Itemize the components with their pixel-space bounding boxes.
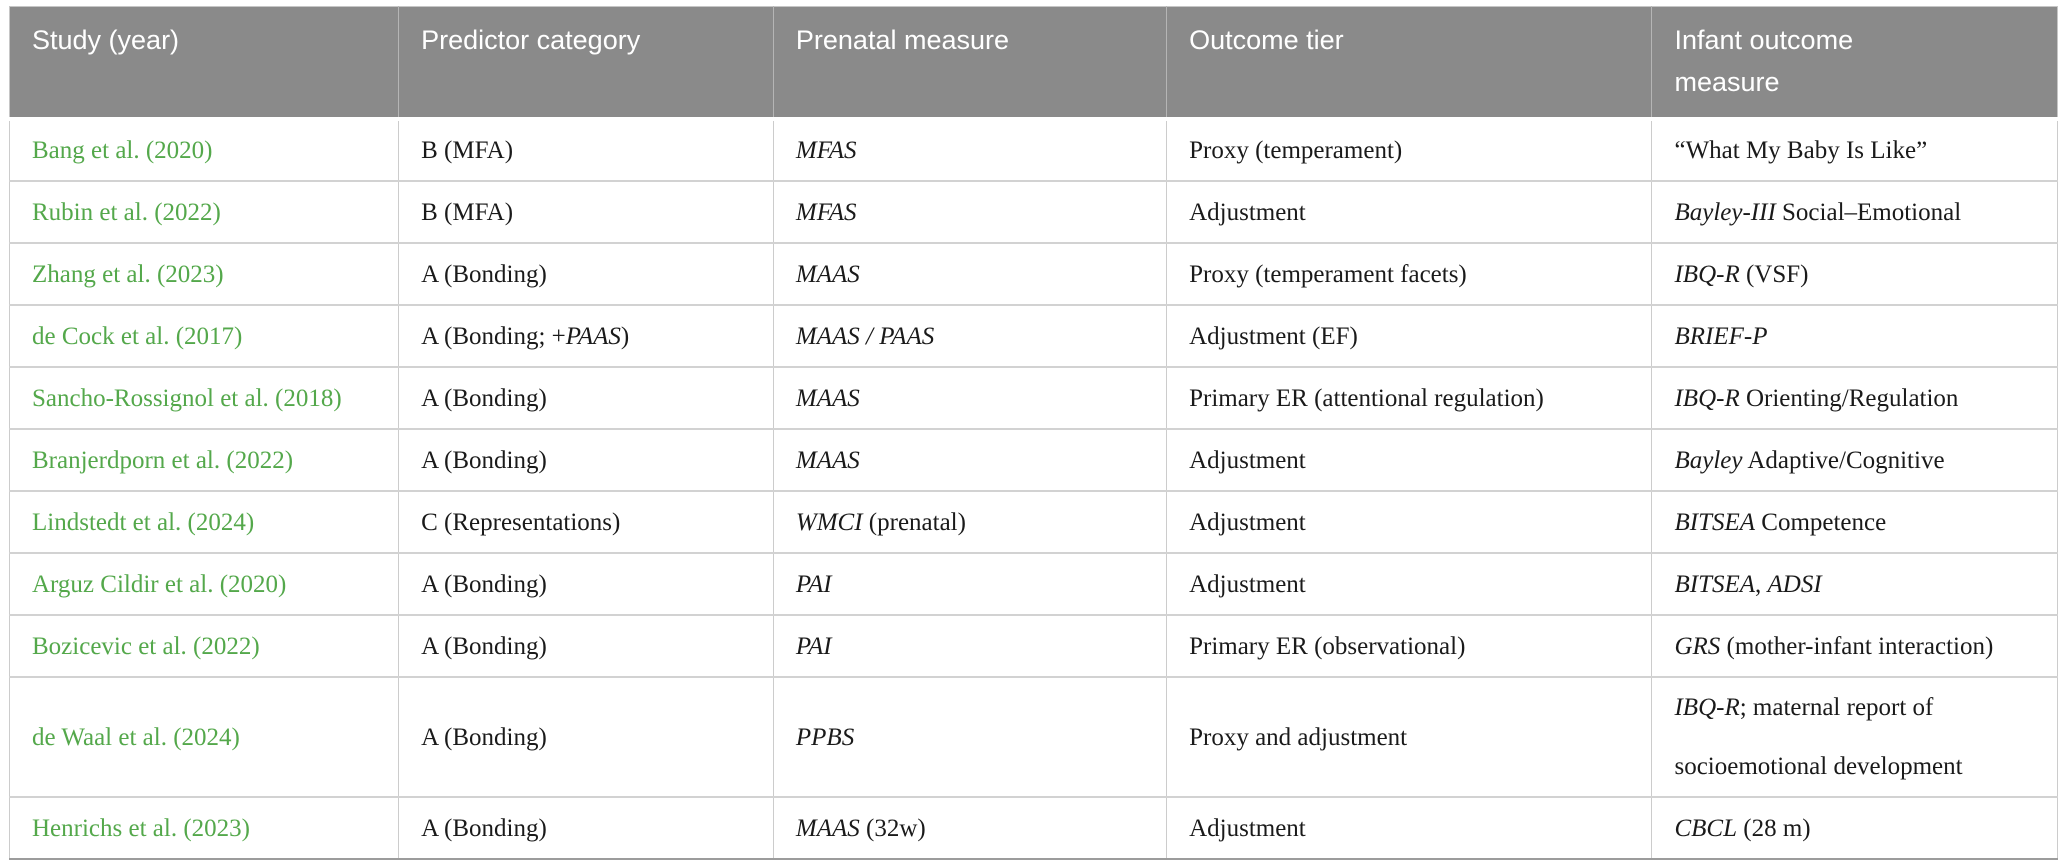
outcome-tier-cell: Primary ER (attentional regulation)	[1166, 366, 1653, 430]
infant-outcome-measure-cell: “What My Baby Is Like”	[1651, 118, 2058, 182]
column-header-label: Predictor category	[421, 25, 641, 55]
predictor-category-cell: A (Bonding)	[398, 552, 774, 616]
infant-outcome-measure-cell: IBQ-R (VSF)	[1651, 242, 2058, 306]
study-outcomes-table: Study (year) Predictor category Prenatal m…	[8, 6, 2058, 860]
outcome-tier-cell: Proxy and adjustment	[1166, 676, 1653, 798]
table-row: Sancho-Rossignol et al. (2018) A (Bonding…	[8, 366, 2058, 430]
predictor-category-cell: B (MFA)	[398, 180, 774, 244]
table-row: Lindstedt et al. (2024) C (Representation…	[8, 490, 2058, 554]
outcome-tier-cell: Primary ER (observational)	[1166, 614, 1653, 678]
infant-outcome-measure-cell: BITSEA, ADSI	[1651, 552, 2058, 616]
table-body: Bang et al. (2020) B (MFA) MFAS Proxy (temp…	[8, 118, 2058, 859]
table-row: Bozicevic et al. (2022) A (Bonding) PAI Pri…	[8, 614, 2058, 678]
prenatal-measure-cell: MAAS	[772, 242, 1168, 306]
predictor-category-cell: A (Bonding; +PAAS)	[398, 304, 774, 368]
study-citation-link[interactable]: Rubin et al. (2022)	[8, 180, 400, 244]
study-citation-link[interactable]: Bozicevic et al. (2022)	[8, 614, 400, 678]
column-header-label: Prenatal measure	[795, 25, 1010, 55]
column-header-study: Study (year)	[9, 6, 399, 121]
infant-outcome-measure-cell: IBQ-R; maternal report of socioemotional…	[1651, 676, 2058, 798]
outcome-tier-cell: Adjustment	[1166, 552, 1653, 616]
study-citation-link[interactable]: Sancho-Rossignol et al. (2018)	[8, 366, 400, 430]
infant-outcome-measure-cell: Bayley Adaptive/Cognitive	[1651, 428, 2058, 492]
prenatal-measure-cell: MAAS (32w)	[772, 796, 1168, 859]
infant-outcome-measure-cell: BITSEA Competence	[1651, 490, 2058, 554]
study-citation-link[interactable]: Lindstedt et al. (2024)	[8, 490, 400, 554]
table-row: de Cock et al. (2017) A (Bonding; +PAAS) M…	[8, 304, 2058, 368]
outcome-tier-cell: Adjustment	[1166, 796, 1653, 859]
header-row: Study (year) Predictor category Prenatal m…	[9, 6, 2058, 121]
prenatal-measure-cell: PAI	[772, 552, 1168, 616]
predictor-category-cell: C (Representations)	[398, 490, 774, 554]
prenatal-measure-cell: MAAS / PAAS	[772, 304, 1168, 368]
prenatal-measure-cell: MFAS	[772, 180, 1168, 244]
study-citation-link[interactable]: Henrichs et al. (2023)	[8, 796, 400, 859]
column-header-prenatal: Prenatal measure	[772, 6, 1167, 121]
study-citation-link[interactable]: Bang et al. (2020)	[8, 118, 400, 182]
infant-outcome-measure-cell: BRIEF-P	[1651, 304, 2058, 368]
study-citation-link[interactable]: de Waal et al. (2024)	[8, 676, 400, 798]
predictor-category-cell: A (Bonding)	[398, 242, 774, 306]
outcome-tier-cell: Adjustment (EF)	[1166, 304, 1653, 368]
predictor-category-cell: A (Bonding)	[398, 366, 774, 430]
study-citation-link[interactable]: Branjerdporn et al. (2022)	[8, 428, 400, 492]
prenatal-measure-cell: MAAS	[772, 428, 1168, 492]
prenatal-measure-cell: PPBS	[772, 676, 1168, 798]
column-header-outcome-tier: Outcome tier	[1166, 6, 1652, 121]
outcome-tier-cell: Adjustment	[1166, 180, 1653, 244]
study-table-container: Study (year) Predictor category Prenatal m…	[8, 6, 2058, 860]
outcome-tier-cell: Adjustment	[1166, 490, 1653, 554]
infant-outcome-measure-cell: CBCL (28 m)	[1651, 796, 2058, 859]
column-header-predictor: Predictor category	[398, 6, 774, 121]
study-citation-link[interactable]: de Cock et al. (2017)	[8, 304, 400, 368]
predictor-category-cell: A (Bonding)	[398, 428, 774, 492]
outcome-tier-cell: Proxy (temperament)	[1166, 118, 1653, 182]
column-header-infant-outcome: Infant outcome measure	[1651, 6, 2058, 121]
study-citation-link[interactable]: Zhang et al. (2023)	[8, 242, 400, 306]
predictor-category-cell: B (MFA)	[398, 118, 774, 182]
outcome-tier-cell: Proxy (temperament facets)	[1166, 242, 1653, 306]
prenatal-measure-cell: WMCI (prenatal)	[772, 490, 1168, 554]
predictor-category-cell: A (Bonding)	[398, 676, 774, 798]
table-row: de Waal et al. (2024) A (Bonding) PPBS Prox…	[8, 676, 2058, 798]
prenatal-measure-cell: MAAS	[772, 366, 1168, 430]
table-row: Rubin et al. (2022) B (MFA) MFAS Adjustment…	[8, 180, 2058, 244]
table-row: Branjerdporn et al. (2022) A (Bonding) MAA…	[8, 428, 2058, 492]
study-citation-link[interactable]: Arguz Cildir et al. (2020)	[8, 552, 400, 616]
table-row: Zhang et al. (2023) A (Bonding) MAAS Proxy …	[8, 242, 2058, 306]
table-row: Henrichs et al. (2023) A (Bonding) MAAS (3…	[8, 796, 2058, 859]
predictor-category-cell: A (Bonding)	[398, 796, 774, 859]
infant-outcome-measure-cell: GRS (mother-infant interaction)	[1651, 614, 2058, 678]
outcome-tier-cell: Adjustment	[1166, 428, 1653, 492]
table-row: Bang et al. (2020) B (MFA) MFAS Proxy (temp…	[8, 118, 2058, 182]
predictor-category-cell: A (Bonding)	[398, 614, 774, 678]
column-header-label: Infant outcome measure	[1674, 25, 1854, 97]
column-header-label: Outcome tier	[1189, 25, 1344, 55]
table-row: Arguz Cildir et al. (2020) A (Bonding) PAI…	[8, 552, 2058, 616]
infant-outcome-measure-cell: IBQ-R Orienting/Regulation	[1651, 366, 2058, 430]
infant-outcome-measure-cell: Bayley-III Social–Emotional	[1651, 180, 2058, 244]
column-header-label: Study (year)	[32, 25, 180, 55]
prenatal-measure-cell: MFAS	[772, 118, 1168, 182]
prenatal-measure-cell: PAI	[772, 614, 1168, 678]
